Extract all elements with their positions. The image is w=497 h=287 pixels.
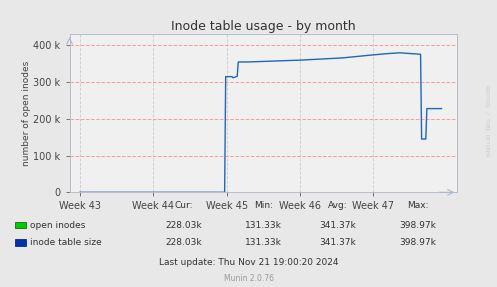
Text: open inodes: open inodes — [30, 221, 85, 230]
Text: 228.03k: 228.03k — [166, 221, 202, 230]
Text: 131.33k: 131.33k — [245, 221, 282, 230]
Text: Avg:: Avg: — [328, 201, 348, 210]
Text: 341.37k: 341.37k — [320, 238, 356, 247]
Text: Max:: Max: — [407, 201, 428, 210]
Text: Last update: Thu Nov 21 19:00:20 2024: Last update: Thu Nov 21 19:00:20 2024 — [159, 258, 338, 267]
Text: Cur:: Cur: — [174, 201, 193, 210]
Title: Inode table usage - by month: Inode table usage - by month — [171, 20, 356, 33]
Text: Munin 2.0.76: Munin 2.0.76 — [224, 274, 273, 283]
Text: 398.97k: 398.97k — [399, 238, 436, 247]
Text: 341.37k: 341.37k — [320, 221, 356, 230]
Text: inode table size: inode table size — [30, 238, 101, 247]
Y-axis label: number of open inodes: number of open inodes — [21, 61, 30, 166]
Text: 398.97k: 398.97k — [399, 221, 436, 230]
Text: 131.33k: 131.33k — [245, 238, 282, 247]
Text: RRDTOOL / TOBI OETIKER: RRDTOOL / TOBI OETIKER — [485, 85, 490, 156]
Text: Min:: Min: — [254, 201, 273, 210]
Text: 228.03k: 228.03k — [166, 238, 202, 247]
